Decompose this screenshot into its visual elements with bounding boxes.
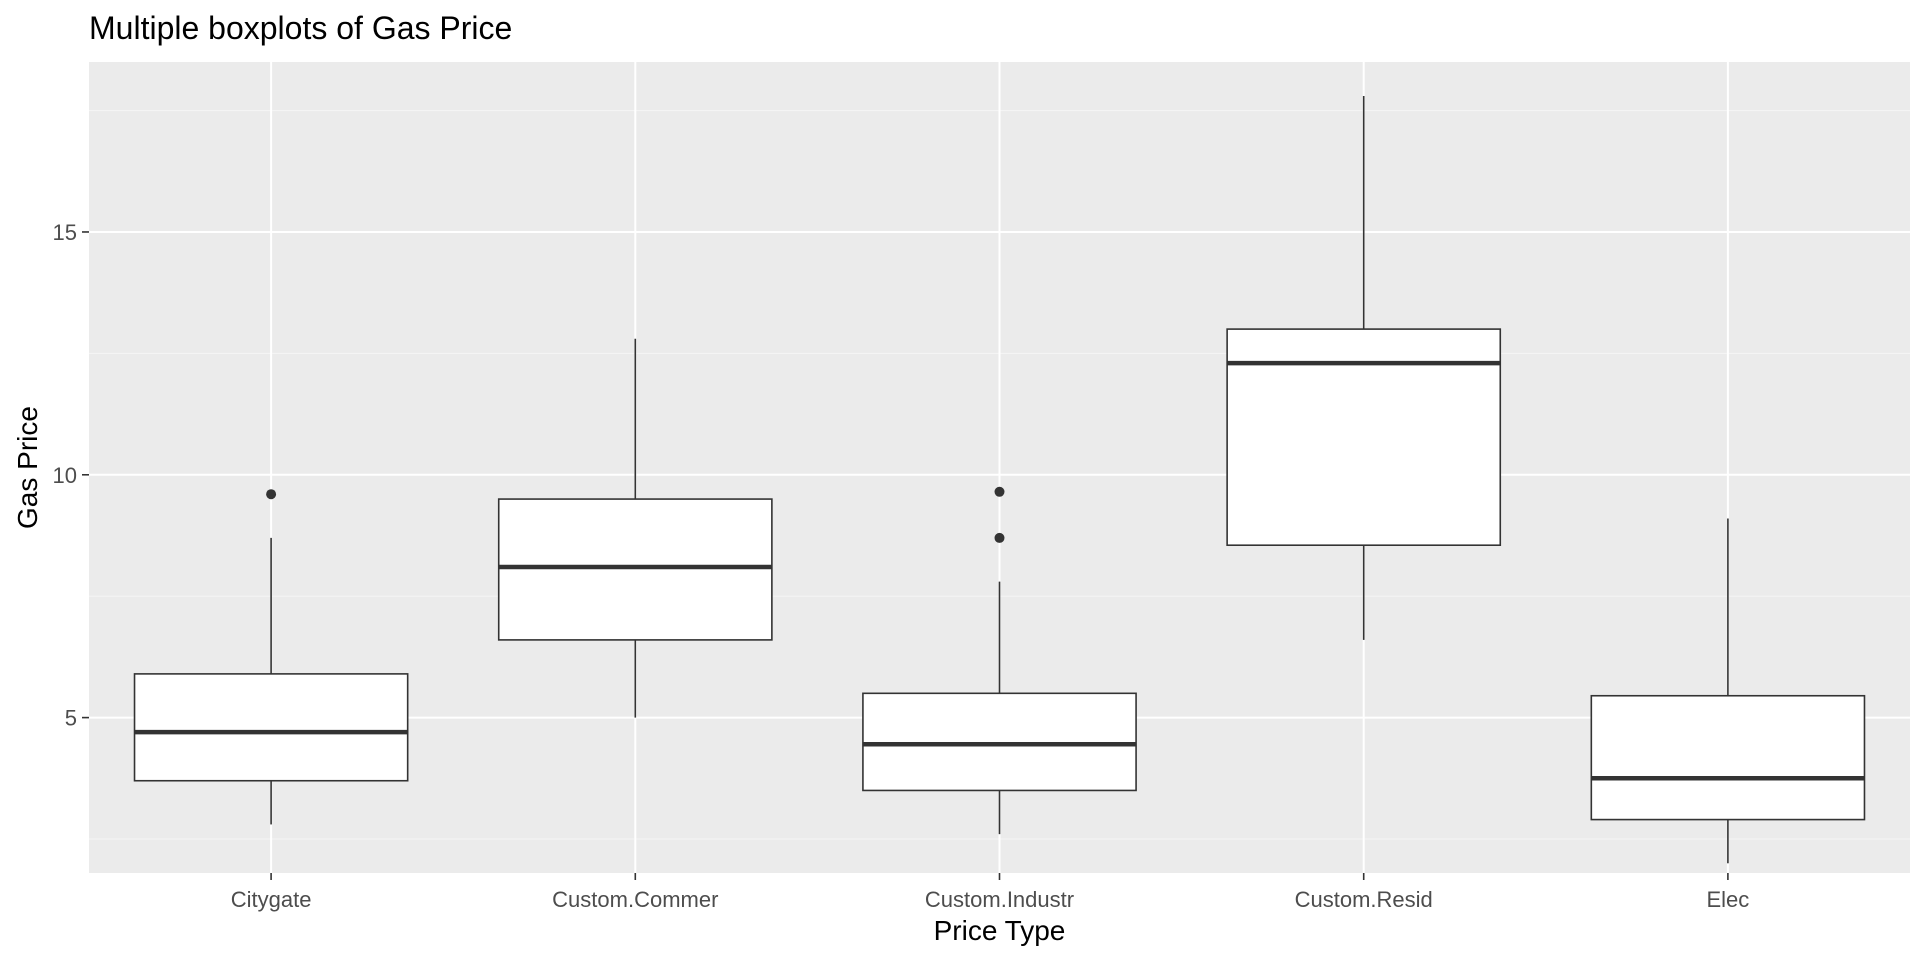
outlier-point — [266, 489, 277, 500]
box-elec — [1590, 518, 1866, 864]
outlier-point — [994, 486, 1005, 497]
y-axis-title: Gas Price — [12, 406, 43, 529]
x-tick-label: Custom.Industr — [925, 887, 1074, 912]
box-iqr — [862, 692, 1137, 792]
box-custom-resid — [1226, 95, 1502, 640]
box-citygate — [133, 489, 409, 825]
x-tick-label: Custom.Resid — [1295, 887, 1433, 912]
x-axis-title: Price Type — [934, 915, 1066, 946]
x-tick-label: Citygate — [231, 887, 312, 912]
y-axis: 5 10 15 — [53, 220, 89, 731]
x-tick-label: Elec — [1707, 887, 1750, 912]
y-tick-label: 5 — [65, 706, 77, 731]
outlier-point — [994, 532, 1005, 543]
box-custom-commer — [497, 338, 773, 718]
box-iqr — [1590, 694, 1866, 821]
x-axis: Citygate Custom.Commer Custom.Industr Custo… — [231, 873, 1750, 912]
y-tick-label: 15 — [53, 220, 77, 245]
box-iqr — [497, 498, 773, 641]
chart-title: Multiple boxplots of Gas Price — [89, 10, 512, 46]
box-custom-industr — [862, 486, 1137, 835]
x-tick-label: Custom.Commer — [552, 887, 718, 912]
box-iqr — [133, 673, 409, 782]
boxes — [133, 95, 1866, 864]
y-tick-label: 10 — [53, 463, 77, 488]
